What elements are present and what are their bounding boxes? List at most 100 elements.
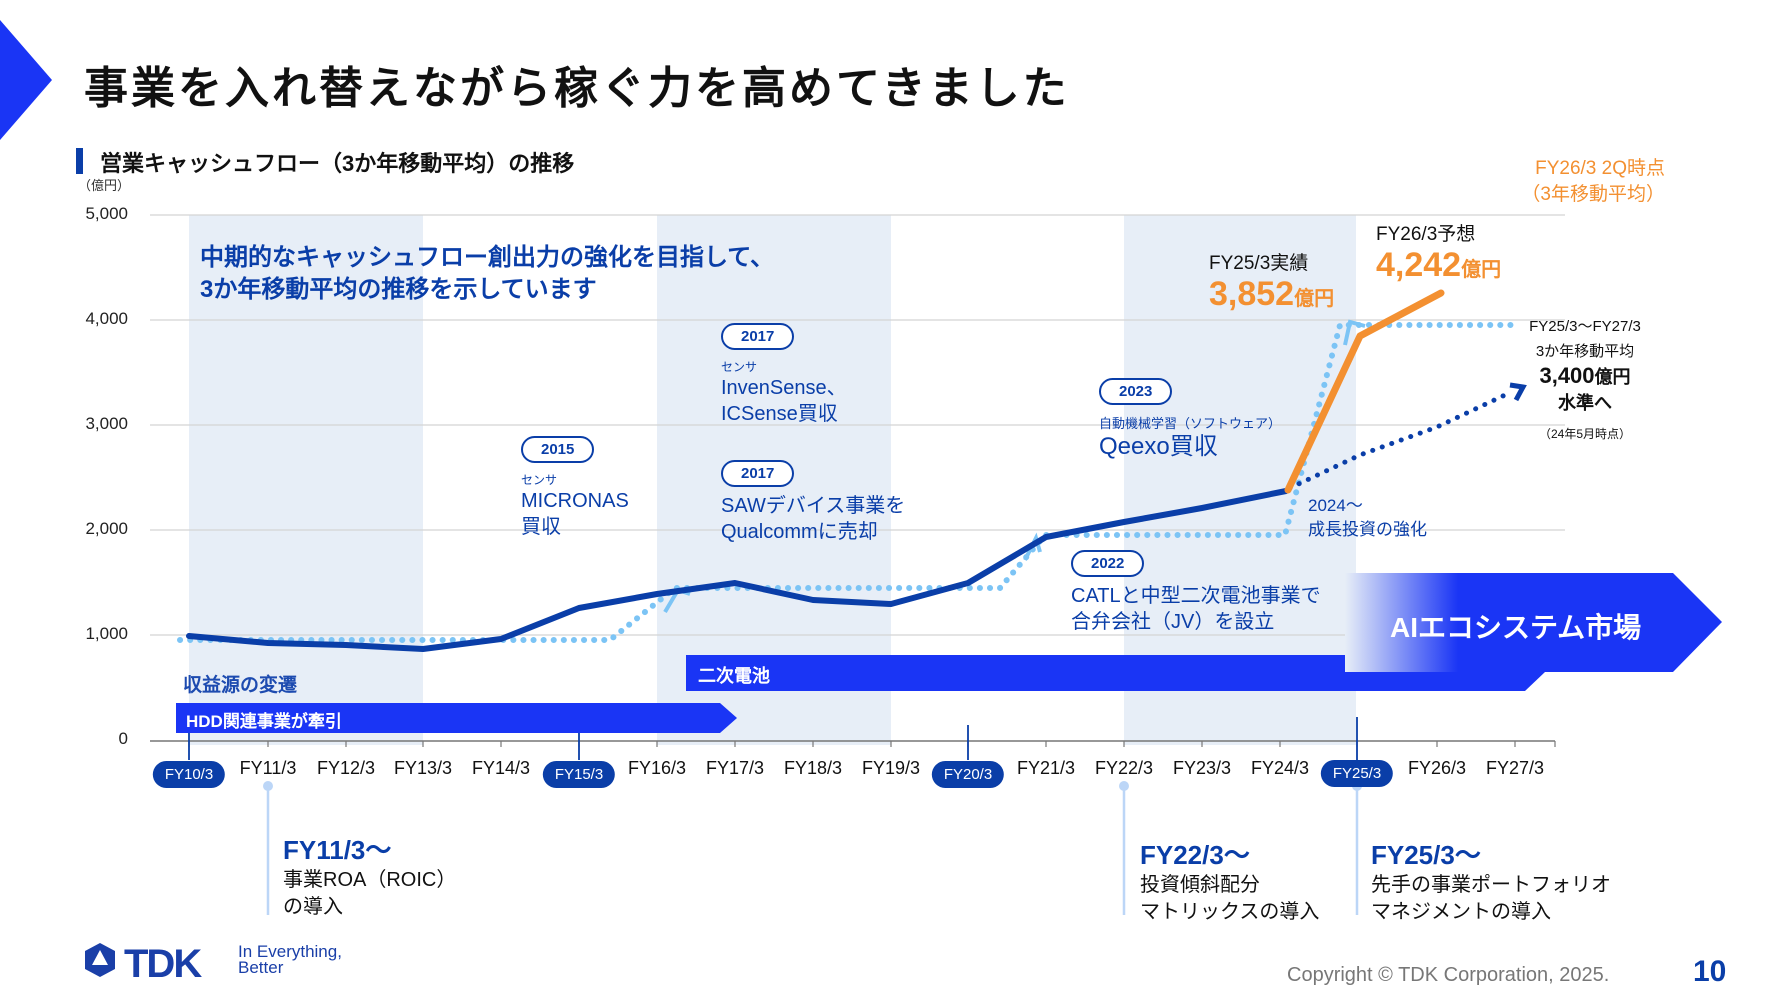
- x-label-highlight: FY20/3: [931, 761, 1005, 788]
- intro-line-2: 3か年移動平均の推移を示しています: [200, 276, 597, 303]
- milestone-text: 先手の事業ポートフォリオ: [1371, 874, 1611, 896]
- y-tick-1000: 1,000: [85, 624, 128, 643]
- tagline-line: Better: [238, 958, 284, 977]
- annotation-2017-saw: 2017 SAWデバイス事業を Qualcommに売却: [721, 460, 906, 545]
- annotation-line: Qeexo買収: [1099, 433, 1218, 460]
- x-label-highlight: FY15/3: [542, 761, 616, 788]
- page-title: 事業を入れ替えながら稼ぐ力を高めてきました: [84, 64, 1070, 113]
- intro-text: 中期的なキャッシュフロー創出力の強化を目指して、 3か年移動平均の推移を示してい…: [200, 242, 774, 306]
- x-label: FY22/3: [1094, 758, 1154, 778]
- x-label-highlight: FY25/3: [1320, 760, 1394, 787]
- shade-band-fy10: [189, 215, 423, 745]
- gridlines: [150, 214, 1565, 636]
- hdd-band-label: HDD関連事業が牽引: [186, 712, 342, 731]
- annotation-line: 買収: [521, 516, 561, 538]
- annotation-line: InvenSense、: [721, 377, 847, 399]
- callout-line: （3年移動平均）: [1521, 184, 1665, 205]
- annotation-category: 自動機械学習（ソフトウェア）: [1099, 416, 1282, 431]
- forecast-line: [1284, 289, 1445, 494]
- growth-note-line: 2024～: [1308, 496, 1363, 515]
- callout-line: FY26/3 2Q時点: [1535, 158, 1665, 179]
- x-label: FY23/3: [1172, 758, 1232, 778]
- x-label: FY19/3: [861, 758, 921, 778]
- page-number: 10: [1693, 955, 1727, 988]
- growth-note-line: 成長投資の強化: [1308, 520, 1427, 539]
- plan-arrow-icon: [1509, 382, 1527, 402]
- callout-line: 3か年移動平均: [1535, 343, 1635, 360]
- milestone-fy25: FY25/3～ 先手の事業ポートフォリオ マネジメントの導入: [1371, 835, 1611, 926]
- intro-line-1: 中期的なキャッシュフロー創出力の強化を目指して、: [200, 244, 775, 271]
- step-arrow-icon: [1023, 532, 1042, 561]
- annotation-line: 合弁会社（JV）を設立: [1071, 611, 1275, 633]
- x-label: FY26/3: [1407, 758, 1467, 778]
- ai-band: [1345, 573, 1722, 672]
- milestone-connectors: [266, 785, 1359, 915]
- x-label: FY16/3: [627, 758, 687, 778]
- step-level-line: [177, 322, 1523, 643]
- title-chevron-icon: [0, 20, 52, 140]
- y-axis-unit: （億円）: [78, 178, 131, 193]
- callout-target: FY25/3～FY27/3 3か年移動平均 3,400億円 水準へ （24年5月…: [1510, 315, 1660, 442]
- year-pill: 2015: [521, 436, 595, 463]
- y-tick-0: 0: [118, 729, 128, 748]
- revenue-shift-label: 収益源の変遷: [183, 675, 298, 696]
- callout-unit: 億円: [1461, 259, 1502, 281]
- milestone-text: 事業ROA（ROIC）: [283, 869, 457, 891]
- callout-fy25-actual: FY25/3実績 3,852億円: [1209, 248, 1334, 314]
- x-label: FY11/3: [239, 758, 297, 778]
- callout-value: 4,242: [1376, 246, 1462, 284]
- x-label: FY14/3: [471, 758, 531, 778]
- callout-fy26-2q: FY26/3 2Q時点 （3年移動平均）: [1505, 156, 1665, 208]
- milestone-text: の導入: [283, 896, 343, 918]
- year-pill: 2023: [1099, 378, 1173, 405]
- chart-subtitle: 営業キャッシュフロー（3か年移動平均）の推移: [100, 151, 575, 176]
- growth-note: 2024～ 成長投資の強化: [1308, 494, 1427, 542]
- annotation-2015: 2015 センサ MICRONAS 買収: [521, 436, 629, 540]
- callout-label: FY25/3実績: [1209, 253, 1309, 274]
- y-tick-5000: 5,000: [85, 204, 128, 223]
- tagline-line: In Everything,: [238, 942, 342, 961]
- callout-value: 3,400: [1539, 363, 1595, 388]
- hdd-band: [176, 703, 737, 733]
- year-pill: 2017: [721, 323, 795, 350]
- milestone-text: マネジメントの導入: [1371, 901, 1551, 923]
- callout-note: （24年5月時点）: [1538, 427, 1632, 441]
- annotation-2023: 2023 自動機械学習（ソフトウェア） Qeexo買収: [1099, 378, 1282, 462]
- milestone-head: FY25/3～: [1371, 840, 1481, 870]
- milestone-text: 投資傾斜配分: [1140, 874, 1260, 896]
- y-tick-4000: 4,000: [85, 309, 128, 328]
- annotation-line: ICSense買収: [721, 403, 838, 425]
- milestone-fy22: FY22/3～ 投資傾斜配分 マトリックスの導入: [1140, 835, 1319, 926]
- annotation-line: Qualcommに売却: [721, 521, 878, 543]
- x-label: FY21/3: [1016, 758, 1076, 778]
- callout-label: FY26/3予想: [1376, 224, 1476, 245]
- annotation-2017-invensense: 2017 センサ InvenSense、 ICSense買収: [721, 323, 847, 427]
- callout-value: 3,852: [1209, 275, 1295, 313]
- x-label: FY17/3: [705, 758, 765, 778]
- y-tick-3000: 3,000: [85, 414, 128, 433]
- milestone-head: FY22/3～: [1140, 840, 1250, 870]
- callout-unit: 億円: [1594, 367, 1631, 387]
- annotation-category: センサ: [521, 473, 558, 487]
- y-tick-2000: 2,000: [85, 519, 128, 538]
- main-cashflow-line: [186, 488, 1289, 652]
- callout-line: 水準へ: [1558, 393, 1612, 413]
- battery-band-label: 二次電池: [698, 666, 770, 686]
- annotation-line: SAWデバイス事業を: [721, 495, 906, 517]
- x-label: FY18/3: [783, 758, 843, 778]
- tdk-logo-mark-icon: [85, 943, 115, 977]
- tdk-logo: TDK: [124, 942, 202, 986]
- annotation-line: CATLと中型二次電池事業で: [1071, 585, 1321, 607]
- ai-band-label: AIエコシステム市場: [1390, 612, 1642, 643]
- year-pill: 2017: [721, 460, 795, 487]
- x-label: FY12/3: [316, 758, 376, 778]
- step-arrow-icon: [1343, 319, 1366, 346]
- callout-fy26-forecast: FY26/3予想 4,242億円: [1376, 219, 1501, 285]
- annotation-category: センサ: [721, 360, 758, 374]
- annotation-2022: 2022 CATLと中型二次電池事業で 合弁会社（JV）を設立: [1071, 550, 1321, 635]
- x-label: FY24/3: [1250, 758, 1310, 778]
- copyright: Copyright © TDK Corporation, 2025.: [1287, 964, 1610, 986]
- x-label: FY13/3: [393, 758, 453, 778]
- annotation-line: MICRONAS: [521, 490, 629, 512]
